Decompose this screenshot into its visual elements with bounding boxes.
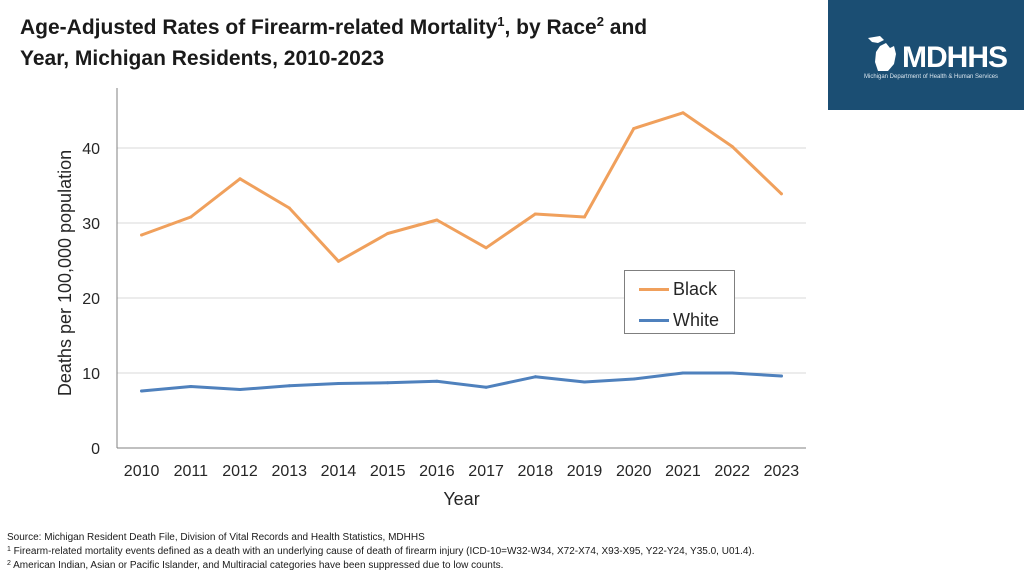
x-tick-label: 2016 [419, 463, 455, 480]
y-tick-label: 30 [82, 216, 100, 233]
data-point-black [730, 145, 734, 148]
y-tick-label: 0 [91, 441, 100, 458]
title-part3: and [603, 16, 648, 39]
footnotes: Source: Michigan Resident Death File, Di… [7, 531, 755, 573]
data-point-black [533, 212, 537, 216]
x-tick-label: 2015 [370, 463, 406, 480]
data-point-white [386, 381, 390, 385]
data-point-white [287, 384, 291, 388]
legend-swatch-black [639, 287, 669, 291]
legend-item-black: Black [639, 279, 717, 299]
legend-label-white: White [673, 310, 720, 330]
x-tick-label: 2017 [468, 463, 504, 480]
data-point-black [287, 206, 291, 210]
data-point-black [632, 127, 636, 130]
y-axis-title: Deaths per 100,000 population [55, 150, 75, 396]
footnote-2-marker: 2 [7, 560, 11, 567]
data-point-black [484, 246, 488, 250]
y-tick-label: 10 [82, 366, 100, 383]
michigan-map-icon [868, 36, 896, 71]
legend-item-white: White [639, 310, 719, 330]
x-tick-label: 2023 [764, 463, 800, 480]
title-footnote-2: 2 [596, 14, 604, 29]
legend-label-black: Black [673, 279, 718, 299]
x-tick-label: 2019 [567, 463, 603, 480]
data-point-black [681, 111, 685, 115]
data-point-black [336, 259, 340, 263]
data-point-white [730, 371, 734, 375]
x-tick-label: 2021 [665, 463, 701, 480]
data-point-white [140, 389, 144, 393]
x-tick-label: 2013 [271, 463, 307, 480]
y-tick-label: 40 [82, 141, 100, 158]
series-line-white [140, 371, 783, 393]
x-tick-label: 2014 [321, 463, 357, 480]
footnote-1: 1 Firearm-related mortality events defin… [7, 545, 755, 559]
title-part1: Age-Adjusted Rates of Firearm-related Mo… [20, 16, 498, 39]
data-point-white [583, 380, 587, 384]
data-point-white [681, 371, 685, 375]
footnote-2-text: American Indian, Asian or Pacific Island… [10, 560, 504, 571]
x-tick-label: 2022 [714, 463, 750, 480]
title-part2: , by Race [504, 16, 597, 39]
y-tick-label: 20 [82, 291, 100, 308]
data-point-white [238, 388, 242, 391]
footnote-1-marker: 1 [7, 546, 11, 553]
x-tick-label: 2011 [174, 463, 209, 480]
logo-wordmark: MDHHS [902, 41, 1008, 74]
chart-legend: Black White [624, 270, 735, 334]
mdhhs-logo-panel [828, 0, 1024, 110]
data-point-black [140, 233, 144, 237]
title-line2: Year, Michigan Residents, 2010-2023 [20, 47, 385, 70]
data-point-black [189, 215, 193, 219]
logo-subtext: Michigan Department of Health & Human Se… [864, 74, 999, 80]
data-point-white [484, 385, 488, 389]
data-point-black [435, 218, 439, 222]
footnote-2: 2 American Indian, Asian or Pacific Isla… [7, 559, 755, 573]
legend-swatch-white [639, 318, 669, 322]
x-tick-label: 2018 [518, 463, 554, 480]
data-point-black [779, 192, 783, 196]
x-axis-title: Year [443, 489, 479, 509]
title-footnote-1: 1 [497, 14, 505, 29]
series-line-black [140, 111, 783, 263]
x-tick-label: 2012 [222, 463, 258, 480]
data-point-white [779, 374, 783, 378]
source-note: Source: Michigan Resident Death File, Di… [7, 532, 425, 543]
data-point-black [583, 215, 587, 219]
data-point-black [238, 177, 242, 181]
x-tick-label: 2010 [124, 463, 160, 480]
data-point-white [189, 385, 193, 388]
data-point-white [533, 375, 537, 379]
x-tick-label: 2020 [616, 463, 652, 480]
footnote-1-text: Firearm-related mortality events defined… [10, 546, 755, 557]
data-point-white [435, 379, 439, 383]
data-point-white [632, 377, 636, 381]
chart-title: Age-Adjusted Rates of Firearm-related Mo… [20, 12, 740, 74]
data-point-white [336, 382, 340, 385]
data-point-black [386, 232, 390, 235]
